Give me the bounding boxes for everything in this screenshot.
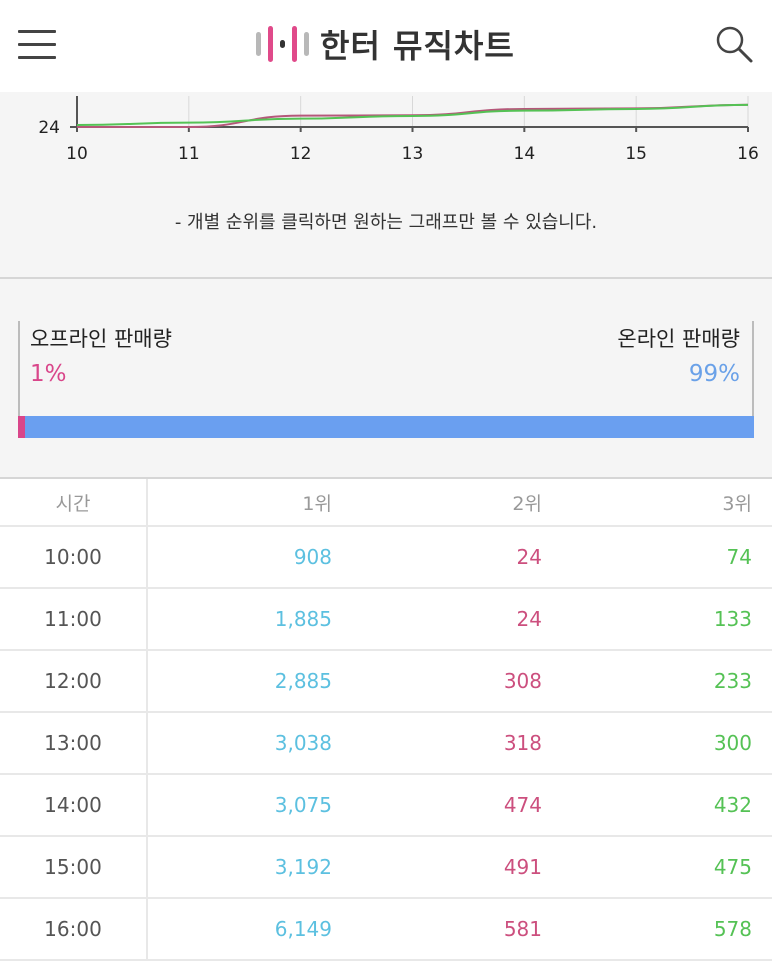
- rank-1-cell[interactable]: 3,075: [274, 793, 332, 817]
- header-rank-1[interactable]: 1위: [302, 492, 332, 515]
- rank-2-cell[interactable]: 474: [503, 793, 542, 817]
- rank-3-cell[interactable]: 475: [713, 855, 752, 879]
- rank-2-cell[interactable]: 308: [503, 669, 542, 693]
- table-row: 14:00 3,075 474 432: [0, 775, 772, 837]
- time-cell: 14:00: [0, 775, 148, 835]
- rank-2-cell[interactable]: 24: [516, 607, 542, 631]
- offline-sales-percent: 1%: [30, 361, 67, 387]
- sales-ratio-bar: [18, 416, 754, 438]
- search-icon[interactable]: [714, 24, 754, 64]
- rank-2-cell[interactable]: 24: [516, 545, 542, 569]
- table-row: 16:00 6,149 581 578: [0, 899, 772, 961]
- rank-3-cell[interactable]: 74: [726, 545, 752, 569]
- app-header: 한터 뮤직차트: [0, 0, 772, 92]
- rank-3-cell[interactable]: 133: [713, 607, 752, 631]
- rank-2-cell[interactable]: 491: [503, 855, 542, 879]
- chart-note: - 개별 순위를 클릭하면 원하는 그래프만 볼 수 있습니다.: [174, 212, 598, 233]
- time-cell: 11:00: [0, 589, 148, 649]
- hourly-rank-table: 시간 1위 2위 3위 10:00 908 24 74 11:00 1,885 …: [0, 479, 772, 961]
- rank-1-cell[interactable]: 3,038: [274, 731, 332, 755]
- time-cell: 13:00: [0, 713, 148, 773]
- rank-1-cell[interactable]: 3,192: [274, 855, 332, 879]
- x-tick-label: 16: [737, 144, 759, 164]
- rank-3-cell[interactable]: 233: [713, 669, 752, 693]
- x-tick-label: 15: [625, 144, 647, 164]
- sales-ratio-section: 오프라인 판매량 온라인 판매량 1% 99%: [0, 279, 772, 477]
- time-cell: 15:00: [0, 837, 148, 897]
- table-row: 15:00 3,192 491 475: [0, 837, 772, 899]
- hourly-chart[interactable]: 24 10 11 12 13 14 15 16: [0, 92, 772, 202]
- rank-1-cell[interactable]: 2,885: [274, 669, 332, 693]
- header-rank-2[interactable]: 2위: [512, 492, 542, 515]
- rank-2-cell[interactable]: 318: [503, 731, 542, 755]
- x-tick-label: 10: [66, 144, 88, 164]
- online-sales-label: 온라인 판매량: [617, 327, 740, 351]
- section-divider: [0, 477, 772, 479]
- table-row: 11:00 1,885 24 133: [0, 589, 772, 651]
- offline-sales-label: 오프라인 판매량: [30, 327, 172, 351]
- chart-section: 24 10 11 12 13 14 15 16 - 개별 순위를 클릭하면 원하는 그래프만…: [0, 92, 772, 277]
- rank-1-cell[interactable]: 1,885: [274, 607, 332, 631]
- x-tick-label: 14: [514, 144, 536, 164]
- table-row: 12:00 2,885 308 233: [0, 651, 772, 713]
- x-tick-label: 13: [402, 144, 424, 164]
- header-time: 시간: [0, 479, 148, 525]
- online-sales-percent: 99%: [688, 361, 740, 387]
- offline-share-segment: [18, 416, 25, 438]
- series-line-2: [76, 103, 749, 126]
- table-header-row: 시간 1위 2위 3위: [0, 479, 772, 527]
- menu-icon[interactable]: [18, 28, 56, 60]
- x-tick-label: 11: [178, 144, 200, 164]
- offline-marker-line: [18, 321, 20, 417]
- online-marker-line: [752, 321, 754, 417]
- time-cell: 16:00: [0, 899, 148, 959]
- header-rank-3[interactable]: 3위: [722, 492, 752, 515]
- bars-logo-icon: [256, 26, 309, 62]
- rank-1-cell[interactable]: 908: [293, 545, 332, 569]
- time-cell: 10:00: [0, 527, 148, 587]
- time-cell: 12:00: [0, 651, 148, 711]
- section-divider: [0, 277, 772, 279]
- app-logo[interactable]: 한터 뮤직차트: [254, 22, 515, 66]
- x-tick-label: 12: [290, 144, 312, 164]
- rank-3-cell[interactable]: 300: [713, 731, 752, 755]
- rank-3-cell[interactable]: 432: [713, 793, 752, 817]
- app-title: 한터 뮤직차트: [320, 27, 515, 65]
- rank-1-cell[interactable]: 6,149: [274, 917, 332, 941]
- rank-3-cell[interactable]: 578: [713, 917, 752, 941]
- y-tick-label: 24: [38, 118, 60, 138]
- rank-2-cell[interactable]: 581: [503, 917, 542, 941]
- table-row: 13:00 3,038 318 300: [0, 713, 772, 775]
- table-row: 10:00 908 24 74: [0, 527, 772, 589]
